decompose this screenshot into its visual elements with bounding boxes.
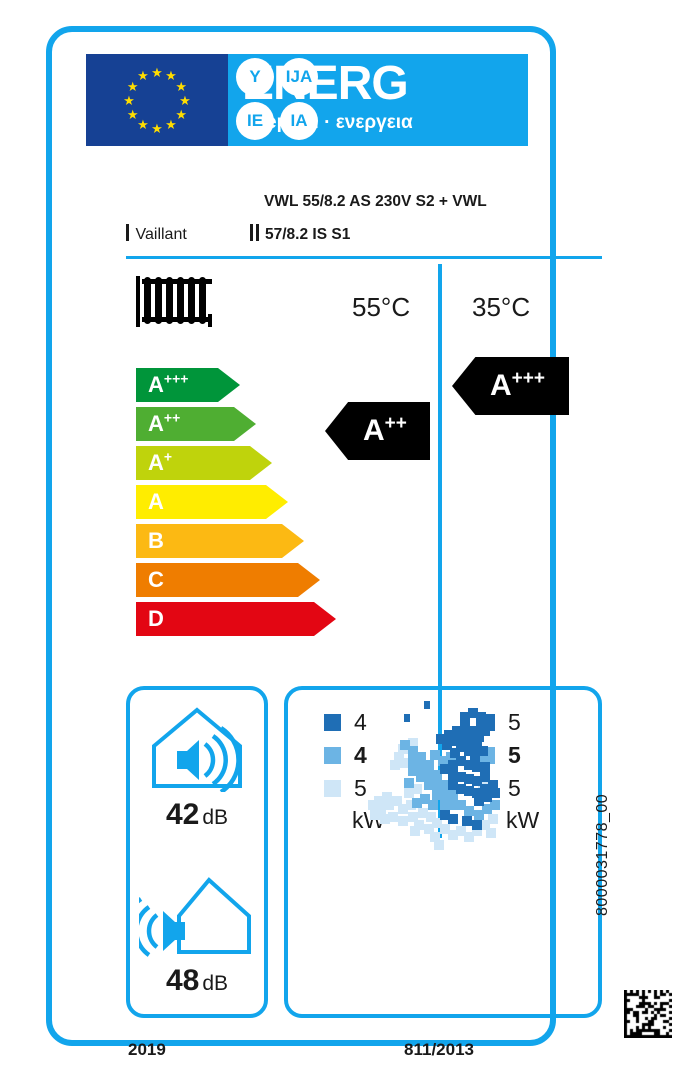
lang-circle-ie: IE	[236, 102, 274, 140]
energy-class-bar-b: B	[136, 524, 304, 558]
rating-arrow-low-temp: A+++	[452, 357, 569, 415]
model-mark-icon	[250, 224, 260, 241]
energy-class-letter: A	[148, 411, 164, 436]
power-value: 4	[354, 709, 367, 735]
supplier-mark-icon	[126, 224, 129, 241]
eu-flag-star: ★	[165, 116, 177, 132]
power-value: 5	[508, 742, 521, 768]
outdoor-noise-readout: 48 dB	[130, 964, 264, 998]
header-divider-rule	[126, 256, 602, 259]
rating-plus: ++	[384, 413, 407, 434]
energy-class-plus: ++	[163, 409, 181, 426]
power-value: 5	[508, 775, 521, 801]
house-speaker-outdoor-icon	[139, 877, 251, 957]
outdoor-noise-block: 48 dB	[130, 872, 264, 998]
power-value: 4	[354, 742, 367, 768]
power-swatch-icon	[324, 714, 341, 731]
rating-arrow-high-temp: A++	[325, 402, 430, 460]
power-value: 5	[508, 709, 521, 735]
supplier-name-row: Vaillant	[126, 222, 187, 244]
indoor-noise-readout: 42 dB	[130, 798, 264, 832]
model-identifier-line1: VWL 55/8.2 AS 230V S2 + VWL	[264, 193, 487, 210]
power-row: 5	[288, 772, 438, 805]
temperature-low-label: 35°C	[472, 292, 531, 322]
radiator-icon	[136, 276, 212, 327]
europe-climate-map	[368, 701, 500, 850]
model-identifier-line2: 57/8.2 IS S1	[265, 226, 351, 243]
energy-class-bar-aplusplus: A++	[136, 407, 256, 441]
power-value: 5	[354, 775, 367, 801]
temperature-high-label: 55°C	[352, 292, 411, 322]
lang-circle-ija: IJA	[280, 58, 318, 96]
supplier-name: Vaillant	[135, 226, 187, 243]
energy-class-letter: A	[148, 372, 164, 397]
energy-class-bar-a: A	[136, 485, 288, 519]
label-year: 2019	[128, 1040, 166, 1059]
energy-class-plus: +++	[163, 370, 189, 387]
datamatrix-code	[624, 990, 672, 1038]
label-header: ★ ★ ★ ★ ★ ★ ★ ★ ★ ★ ★ ★ ENERG енергия · ενεργεια Y …	[86, 54, 528, 146]
heat-output-panel: 4 4 5 kW 5 5 5 kW	[284, 686, 602, 1018]
energy-class-letter: C	[148, 567, 164, 592]
eu-flag-star: ★	[123, 92, 135, 108]
temperature-column-divider	[438, 264, 442, 836]
eu-flag-star: ★	[126, 106, 139, 122]
eu-flag-star: ★	[137, 116, 149, 132]
house-speaker-indoor-icon	[152, 707, 242, 792]
energ-logo-band: ENERG енергия · ενεργεια Y IJA IE IA	[228, 54, 528, 146]
eu-flag-star: ★	[175, 78, 188, 94]
lang-circle-y: Y	[236, 58, 274, 96]
energy-class-plus: +	[163, 448, 173, 465]
power-unit-label: kW	[506, 807, 540, 833]
energy-class-bar-aplus: A+	[136, 446, 272, 480]
map-dark-zone	[404, 701, 500, 830]
document-code: 8000031778_00	[594, 793, 611, 916]
eu-flag-star: ★	[126, 78, 139, 94]
model-identifier-line2-row: 57/8.2 IS S1	[250, 222, 350, 244]
lang-circle-ia: IA	[280, 102, 318, 140]
eu-flag-star: ★	[137, 68, 149, 84]
energy-label-frame: ★ ★ ★ ★ ★ ★ ★ ★ ★ ★ ★ ★ ENERG енергия · ενεργεια Y …	[46, 26, 602, 1059]
eu-flag-star: ★	[175, 106, 188, 122]
outdoor-noise-value: 48	[165, 964, 200, 997]
energy-class-letter: A	[148, 489, 164, 514]
power-row: 4	[288, 706, 438, 739]
indoor-noise-unit: dB	[202, 806, 229, 829]
energy-class-bar-d: D	[136, 602, 336, 636]
power-swatch-icon	[324, 747, 341, 764]
map-mid-zone	[400, 740, 500, 820]
eu-flag-star: ★	[179, 92, 191, 108]
indoor-noise-block: 42 dB	[130, 706, 264, 832]
rating-arrow-high-temp-text: A++	[363, 413, 407, 447]
indoor-noise-value: 42	[165, 798, 200, 831]
rating-arrow-low-temp-text: A+++	[490, 368, 545, 402]
eu-flag: ★ ★ ★ ★ ★ ★ ★ ★ ★ ★ ★ ★	[86, 54, 228, 146]
energy-class-letter: A	[148, 450, 164, 475]
sound-power-panel: 42 dB 48 dB	[126, 686, 268, 1018]
rating-plus: +++	[511, 368, 545, 389]
outdoor-noise-unit: dB	[202, 972, 229, 995]
eu-flag-star: ★	[165, 68, 177, 84]
energy-class-bar-c: C	[136, 563, 320, 597]
label-regulation: 811/2013	[404, 1040, 474, 1059]
energy-class-letter: B	[148, 528, 164, 553]
map-light-zone	[368, 738, 498, 850]
energy-class-letter: D	[148, 606, 164, 631]
power-swatch-icon	[324, 780, 341, 797]
energy-class-bar-aplusplusplus: A+++	[136, 368, 240, 402]
eu-flag-star: ★	[151, 64, 163, 80]
power-row: 4	[288, 739, 438, 772]
eu-flag-star: ★	[151, 120, 163, 136]
